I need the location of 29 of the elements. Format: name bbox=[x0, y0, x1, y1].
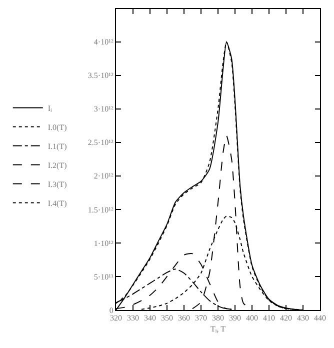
x-tick-label: 340 bbox=[144, 314, 156, 323]
x-tick-label: 420 bbox=[280, 314, 292, 323]
legend-label: I.0(T) bbox=[48, 122, 68, 132]
x-tick-label: 380 bbox=[212, 314, 224, 323]
x-tick-label: 360 bbox=[178, 314, 190, 323]
x-tick-label: 410 bbox=[263, 314, 275, 323]
y-tick-label: 3.5·10¹² bbox=[88, 71, 114, 80]
y-tick-label: 0 bbox=[109, 306, 114, 315]
y-tick-label: 1.5·10¹² bbox=[88, 205, 114, 214]
x-tick-label: 440 bbox=[314, 314, 326, 323]
y-tick-label: 2·10¹² bbox=[94, 172, 114, 181]
x-axis-title: Tᵢ, T bbox=[210, 324, 226, 334]
y-tick-label: 1·10¹² bbox=[94, 238, 114, 248]
x-tick-label: 320 bbox=[110, 314, 122, 323]
x-tick-label: 400 bbox=[246, 314, 258, 323]
legend-label: I.4(T) bbox=[48, 198, 68, 208]
y-tick-label: 2.5·10¹² bbox=[88, 138, 114, 148]
x-tick-label: 430 bbox=[297, 314, 309, 323]
x-tick-label: 330 bbox=[127, 314, 139, 323]
y-tick-label: 4·10¹² bbox=[94, 38, 114, 47]
x-tick-label: 390 bbox=[229, 314, 241, 323]
legend-label: I.3(T) bbox=[48, 180, 68, 189]
y-tick-label: 3·10¹² bbox=[94, 104, 114, 114]
legend-label: I.2(T) bbox=[48, 160, 68, 170]
legend-label: Iᵢ bbox=[48, 104, 53, 113]
x-tick-label: 370 bbox=[195, 314, 207, 323]
x-tick-label: 350 bbox=[161, 314, 173, 323]
y-tick-label: 5·10¹¹ bbox=[94, 272, 114, 282]
legend-label: I.1(T) bbox=[48, 142, 68, 151]
